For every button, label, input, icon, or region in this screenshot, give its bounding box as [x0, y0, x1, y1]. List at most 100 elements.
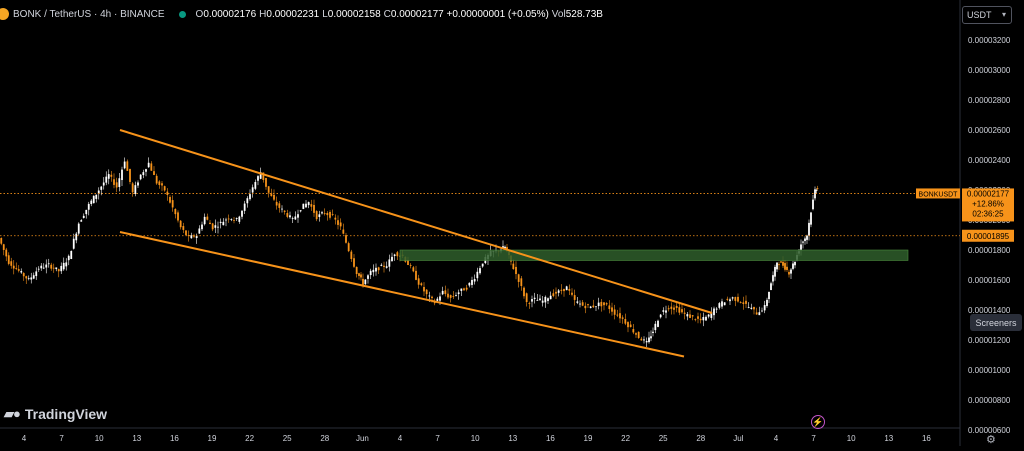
screeners-button[interactable]: Screeners [970, 314, 1022, 331]
candle-body [541, 300, 544, 303]
candle-body [391, 256, 393, 262]
candle-body [62, 262, 65, 270]
candle-body [576, 301, 579, 303]
candle-body [299, 210, 302, 212]
candle-body [571, 292, 573, 295]
candle-body [635, 333, 637, 335]
candle-body [182, 226, 185, 230]
candle-body [415, 270, 417, 280]
candle-body [358, 273, 360, 276]
candle-body [283, 210, 286, 212]
candle-body [235, 218, 238, 219]
candle-body [742, 302, 745, 304]
candle-body [20, 271, 23, 273]
x-tick-label: Jul [733, 434, 743, 443]
candle-body [768, 291, 770, 300]
ohlc-value: 0.00002177 +0.00000001 (+0.05%) [390, 8, 549, 20]
candle-body [375, 267, 377, 272]
y-tick-label: 0.00001200 [968, 336, 1011, 345]
candle-body [331, 214, 334, 215]
candle-body [241, 210, 243, 217]
candle-body [597, 302, 600, 307]
candle-body [747, 307, 750, 308]
candle-body [539, 298, 541, 301]
candle-body [465, 287, 468, 290]
x-tick-label: 19 [208, 434, 217, 443]
candle-body [624, 318, 627, 324]
candle-body [393, 254, 396, 256]
candle-body [385, 266, 388, 268]
candle-body [17, 269, 20, 271]
candle-body [573, 295, 576, 300]
candle-body [568, 288, 571, 291]
candle-body [334, 217, 337, 220]
candle-body [412, 267, 415, 272]
candle-body [7, 255, 10, 264]
candle-body [310, 204, 313, 207]
candle-body [794, 261, 796, 266]
candle-body [278, 203, 281, 208]
x-tick-label: 4 [774, 434, 779, 443]
candle-body [291, 217, 294, 219]
lightning-icon[interactable]: ⚡ [811, 415, 825, 429]
candle-body [431, 296, 433, 299]
candle-body [739, 301, 742, 303]
candle-body [667, 308, 670, 310]
candle-body [713, 308, 715, 316]
level-price-text: 0.00001895 [967, 232, 1010, 241]
candle-body [118, 178, 121, 187]
ohlc-key: L [322, 8, 328, 20]
x-tick-label: 10 [95, 434, 104, 443]
candle-body [814, 189, 816, 199]
symbol-header[interactable]: BONK / TetherUS · 4h · BINANCE O0.000021… [0, 5, 606, 23]
candle-body [579, 303, 581, 305]
candle-body [673, 307, 675, 310]
last-price-text: 02:36:25 [972, 209, 1004, 218]
gear-icon[interactable]: ⚙ [986, 434, 996, 446]
candle-body [158, 181, 161, 186]
candle-body [726, 298, 729, 300]
candle-body [37, 268, 40, 270]
candle-body [455, 295, 457, 296]
candle-body [243, 203, 246, 211]
candle-body [731, 297, 734, 299]
candle-body [174, 209, 177, 215]
candle-body [77, 223, 80, 234]
candle-body [105, 176, 108, 183]
tradingview-logo[interactable]: ▰● TradingView [4, 406, 107, 422]
candle-body [70, 250, 73, 259]
symbol-title[interactable]: BONK / TetherUS · 4h · BINANCE [13, 8, 165, 20]
candle-body [786, 266, 788, 270]
ohlc-value: 528.73B [565, 8, 603, 20]
candle-body [447, 293, 449, 298]
channel-upper-line [119, 129, 713, 314]
candle-body [758, 312, 761, 316]
candle-body [643, 339, 645, 341]
candle-body [715, 308, 718, 310]
candle-body [420, 283, 423, 286]
ohlc-value: 0.00002158 [327, 8, 381, 20]
candle-body [281, 208, 283, 210]
candle-body [457, 292, 460, 295]
candle-body [40, 265, 43, 269]
y-tick-label: 0.00002600 [968, 126, 1011, 135]
candle-body [326, 213, 329, 216]
candle-body [102, 182, 105, 186]
candle-body [463, 288, 465, 291]
candle-body [345, 235, 347, 243]
candle-body [515, 266, 517, 275]
candle-body [163, 186, 166, 191]
candle-body [517, 274, 520, 282]
currency-selector[interactable]: USDT ▾ [962, 6, 1012, 24]
candle-body [409, 265, 412, 267]
y-tick-label: 0.00001600 [968, 276, 1011, 285]
candle-body [195, 235, 198, 239]
candle-body [230, 219, 233, 220]
candle-body [782, 261, 784, 266]
candle-body [60, 265, 63, 272]
x-tick-label: 19 [584, 434, 593, 443]
candle-body [592, 305, 595, 308]
candle-body [750, 307, 753, 309]
candle-body [32, 275, 35, 279]
